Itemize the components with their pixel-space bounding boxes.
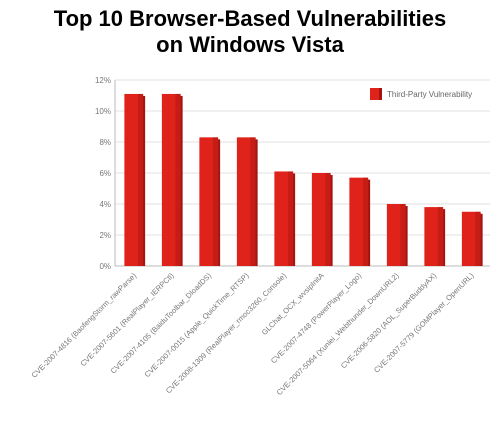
bar-highlight [250,137,256,266]
bar-highlight [437,207,444,266]
y-tick-label: 2% [99,231,111,240]
bar-highlight [400,204,406,266]
bar [311,173,331,266]
legend-label: Third-Party Vulnerability [387,90,472,99]
bar [461,211,481,266]
bar [349,177,369,266]
x-tick-label: GLChat_OCX_wvsipInitA [260,271,326,337]
bar-highlight [287,171,294,266]
bar-highlight [137,93,144,266]
bar [124,93,144,266]
y-tick-label: 6% [99,169,111,178]
y-tick-label: 4% [99,200,111,209]
bar-highlight [325,173,331,266]
legend-swatch-shade [379,88,382,100]
chart-title-line1: Top 10 Browser-Based Vulnerabilities [53,6,447,31]
y-tick-label: 0% [99,262,111,271]
bar [161,93,181,266]
y-tick-label: 8% [99,138,111,147]
y-tick-label: 10% [95,107,111,116]
bar-highlight [475,211,481,266]
bar-highlight [212,137,219,266]
chart-title: Top 10 Browser-Based Vulnerabilities on … [0,6,500,58]
bar [274,171,294,266]
bar [386,204,406,266]
bar [424,207,444,266]
bar [236,137,256,266]
bar-highlight [362,177,369,266]
y-tick-label: 12% [95,76,111,85]
bar-highlight [175,93,181,266]
chart-title-line2: on Windows Vista [156,32,344,57]
bar [199,137,219,266]
